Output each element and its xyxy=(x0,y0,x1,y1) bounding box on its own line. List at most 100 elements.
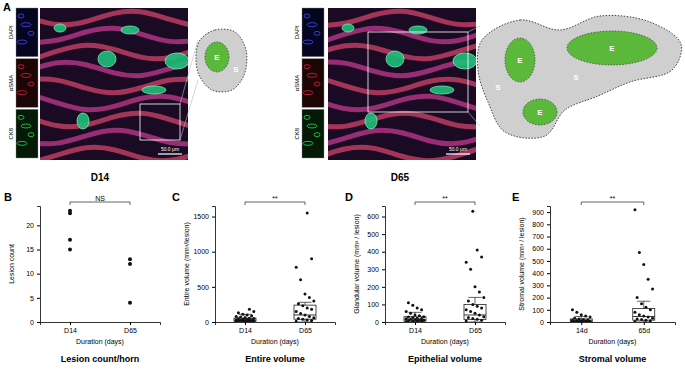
data-point xyxy=(312,316,315,319)
x-axis-line xyxy=(216,323,336,326)
data-point xyxy=(295,266,298,269)
x-tick: D65 xyxy=(469,322,482,334)
x-tick: 14d xyxy=(576,322,588,334)
x-tick-mark xyxy=(305,322,306,325)
chart-title: Entire volume xyxy=(245,354,305,364)
x-axis-title: Duration (days) xyxy=(76,338,124,346)
data-point xyxy=(467,316,470,319)
whisker-cap xyxy=(637,301,650,302)
x-tick-mark xyxy=(70,322,71,325)
data-point xyxy=(638,313,641,316)
y-axis-line xyxy=(547,207,551,323)
y-tick-mark xyxy=(547,285,550,286)
y-tick: 300 xyxy=(532,282,550,289)
merged-image xyxy=(328,8,476,160)
scale-bar xyxy=(446,153,470,154)
x-axis-title: Duration (days) xyxy=(421,338,469,346)
data-point xyxy=(128,257,132,261)
whisker-high xyxy=(415,312,416,316)
data-point xyxy=(409,312,412,315)
y-tick: 10 xyxy=(26,270,40,277)
region-label: E xyxy=(609,44,615,53)
y-tick: 600 xyxy=(532,245,550,252)
data-point xyxy=(469,268,472,271)
data-point xyxy=(241,313,244,316)
timepoint-label: D14 xyxy=(91,172,110,183)
significance-bracket xyxy=(581,202,644,205)
y-tick-label: 500 xyxy=(197,284,209,291)
merged-image xyxy=(40,8,188,160)
data-point xyxy=(308,315,311,318)
data-point xyxy=(312,299,315,302)
box xyxy=(464,304,486,319)
timepoint-label: D65 xyxy=(391,172,410,183)
data-point xyxy=(297,302,300,305)
data-point xyxy=(633,208,636,211)
channel-label: CK8 xyxy=(294,127,300,139)
y-tick: 1500 xyxy=(193,213,215,220)
channel-signal xyxy=(17,40,27,44)
tissue-stain xyxy=(40,94,188,109)
region-label: E xyxy=(537,108,543,117)
y-tick-mark xyxy=(37,298,40,299)
zoom-box xyxy=(140,104,180,140)
schematic-outline xyxy=(196,29,247,92)
channel-signal xyxy=(21,73,31,77)
y-tick: 1000 xyxy=(193,248,215,255)
y-tick-label: 1500 xyxy=(193,213,209,220)
data-point xyxy=(68,211,72,215)
chart-title: Epithelial volume xyxy=(408,354,482,364)
chart-panel: D0100200300400500600D14D65**Glandular vo… xyxy=(345,191,506,364)
y-tick-label: 400 xyxy=(532,270,544,277)
gland-stain xyxy=(54,24,66,32)
y-tick: 300 xyxy=(367,266,385,273)
channel-signal xyxy=(307,73,317,77)
data-point xyxy=(580,313,583,316)
gland-stain xyxy=(386,51,404,67)
channel-signal xyxy=(314,133,320,137)
x-tick-mark xyxy=(245,322,246,325)
y-tick-mark xyxy=(382,287,385,288)
y-tick-label: 500 xyxy=(367,231,379,238)
data-point xyxy=(476,305,479,308)
gland-stain xyxy=(409,26,427,34)
data-point xyxy=(465,320,468,322)
y-axis-title: Glandular volume (mm³ / lesion) xyxy=(353,214,361,314)
data-point xyxy=(128,301,132,305)
y-tick-mark xyxy=(382,217,385,218)
x-tick-label: 14d xyxy=(576,327,588,334)
data-point xyxy=(250,314,253,317)
box xyxy=(294,305,316,319)
data-point xyxy=(474,312,477,315)
x-axis: D14D65 xyxy=(386,322,506,334)
data-point xyxy=(310,319,313,322)
y-tick: 500 xyxy=(197,284,215,291)
data-point xyxy=(68,238,72,242)
x-axis-title: Duration (days) xyxy=(251,338,299,346)
panel-letter: D xyxy=(345,191,353,203)
y-tick-mark xyxy=(547,237,550,238)
x-tick-label: D65 xyxy=(469,327,482,334)
connector xyxy=(180,80,198,140)
y-tick-mark xyxy=(212,217,215,218)
whisker-cap xyxy=(298,322,311,323)
data-point xyxy=(476,248,479,251)
data-point xyxy=(244,316,247,319)
y-tick: 5 xyxy=(30,295,40,302)
y-tick-mark xyxy=(382,269,385,270)
data-point xyxy=(299,278,302,281)
chart-panel: E010020030040050060070080090014d65d**Str… xyxy=(512,191,676,364)
x-tick: 65d xyxy=(638,322,650,334)
panel-letter: E xyxy=(512,191,519,203)
data-point xyxy=(582,318,585,321)
data-point xyxy=(416,317,419,320)
x-tick-label: 65d xyxy=(638,327,650,334)
channel-label: αSMA xyxy=(294,75,300,91)
data-point xyxy=(297,317,300,320)
zoom-box xyxy=(368,32,468,112)
channel-inset xyxy=(16,8,38,57)
scale-bar xyxy=(158,153,182,154)
x-axis-line xyxy=(386,323,506,326)
channel-inset xyxy=(302,109,324,158)
y-tick-label: 700 xyxy=(532,233,544,240)
